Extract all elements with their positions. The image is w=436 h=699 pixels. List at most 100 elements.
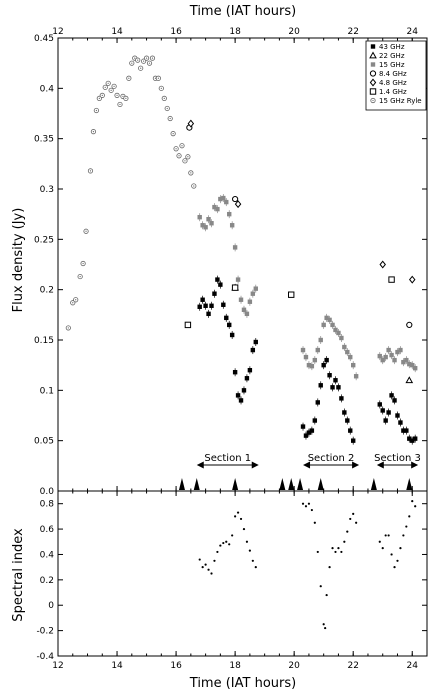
data-point-center — [187, 156, 189, 158]
data-point — [339, 335, 344, 341]
x-tick-label: 18 — [229, 661, 241, 671]
data-point — [225, 540, 228, 543]
data-point-center — [128, 77, 130, 79]
data-point — [251, 559, 254, 562]
data-point — [304, 505, 308, 508]
triangle-marker — [232, 478, 239, 490]
data-point — [204, 563, 207, 566]
data-point — [200, 297, 205, 302]
data-point-center — [137, 59, 139, 61]
data-point-center — [75, 299, 77, 301]
triangle-marker — [193, 478, 200, 490]
x-tick-label: 24 — [407, 27, 419, 37]
data-point-center — [110, 89, 112, 91]
y-tick-label: 0.1 — [40, 386, 54, 396]
data-point — [207, 568, 210, 571]
section-annotation: Section 2 — [303, 453, 360, 469]
x-tick-label: 24 — [407, 661, 419, 671]
data-point — [232, 245, 238, 250]
data-point — [396, 559, 399, 562]
data-point — [200, 223, 205, 228]
data-point — [253, 286, 258, 291]
data-point-center — [372, 99, 374, 102]
y-tick-label: 0.15 — [34, 336, 54, 346]
data-point-center — [67, 327, 69, 329]
data-point — [369, 78, 377, 87]
section-annotation: Section 3 — [374, 453, 421, 469]
data-point — [242, 527, 246, 531]
series-spectral-index — [198, 500, 417, 630]
data-point — [203, 225, 208, 230]
data-point — [227, 211, 232, 217]
data-point-center — [145, 57, 148, 59]
data-point — [346, 530, 349, 533]
data-point — [216, 550, 219, 554]
data-point-center — [82, 262, 84, 265]
data-point — [213, 559, 216, 562]
data-point — [342, 344, 347, 350]
y-tick-label: 0.4 — [40, 84, 55, 94]
data-point — [398, 347, 403, 353]
series-8-4-ghz — [186, 124, 413, 328]
data-point — [307, 502, 311, 505]
y-tick-label: 0.05 — [34, 437, 54, 447]
data-point-center — [160, 87, 162, 89]
data-point — [412, 365, 418, 371]
data-point — [324, 626, 327, 630]
data-point — [318, 337, 323, 343]
data-point — [325, 593, 328, 597]
data-point — [221, 195, 226, 201]
triangle-marker — [288, 478, 295, 490]
data-point — [231, 534, 234, 537]
y-tick-label: 0 — [48, 601, 54, 611]
data-point — [324, 357, 329, 363]
data-point — [235, 277, 241, 282]
data-point — [386, 347, 391, 353]
y-tick-label: 0.4 — [40, 550, 55, 560]
spectral-index-panel: 12 14 16 18 20 22 24 -0.4 -0.2 0 0.2 0.4 0.6 0.8 — [36, 490, 428, 671]
data-point — [303, 354, 309, 360]
data-point-center — [125, 97, 127, 99]
x-tick-label: 20 — [288, 661, 300, 671]
data-point — [254, 566, 257, 569]
y-tick-label: 0.35 — [34, 135, 54, 145]
data-point — [221, 302, 226, 307]
data-point — [206, 217, 211, 222]
x-tick-label: 22 — [347, 27, 358, 37]
data-point — [250, 347, 256, 353]
data-point — [369, 51, 377, 59]
data-point — [212, 204, 217, 210]
data-point — [215, 277, 220, 282]
data-point — [224, 315, 229, 321]
data-point — [351, 362, 356, 368]
data-point — [244, 376, 250, 381]
data-point — [381, 547, 384, 550]
data-point — [306, 430, 312, 435]
triangle-marker — [297, 478, 304, 490]
y-tick-label: -0.2 — [36, 627, 54, 637]
x-tick-label: 14 — [111, 27, 123, 37]
data-point — [328, 566, 331, 569]
series-22-ghz — [231, 283, 414, 384]
data-point — [379, 260, 386, 269]
data-point — [411, 500, 414, 503]
data-point — [198, 558, 201, 561]
y-tick-label: -0.4 — [36, 652, 54, 662]
flux-y-axis-label: Flux density (Jy) — [11, 208, 26, 313]
data-point — [399, 547, 402, 550]
data-point — [209, 221, 214, 226]
data-point-center — [104, 86, 106, 88]
section-label: Section 1 — [204, 453, 251, 464]
data-point — [404, 357, 409, 363]
data-point-center — [116, 94, 118, 96]
data-point-center — [175, 148, 177, 150]
data-point — [395, 413, 400, 418]
data-point — [337, 547, 340, 550]
data-point-center — [184, 160, 186, 162]
data-point — [303, 433, 309, 438]
data-point — [288, 291, 295, 298]
data-point — [343, 540, 346, 543]
data-point — [388, 276, 395, 283]
data-point — [414, 505, 417, 508]
x-tick-label: 20 — [288, 27, 300, 37]
